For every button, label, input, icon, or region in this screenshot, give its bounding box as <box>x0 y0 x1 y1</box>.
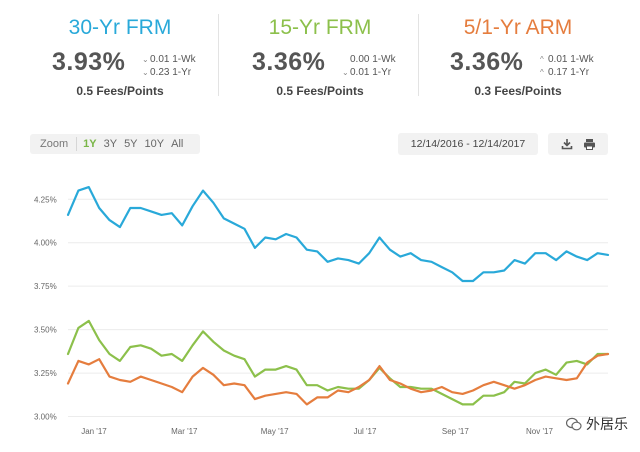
grid <box>68 198 608 418</box>
change-1yr: 0.23 1-Yr <box>150 67 192 78</box>
up-arrow-icon: ^ <box>540 68 544 77</box>
down-arrow-icon: ⌄ <box>142 68 149 77</box>
print-icon[interactable] <box>582 137 596 151</box>
card-fees: 0.5 Fees/Points <box>76 84 164 98</box>
series-line-2 <box>66 319 610 406</box>
card-title: 15-Yr FRM <box>268 16 372 39</box>
card-changes: ^ 0.01 1-Wk ^ 0.17 1-Yr <box>540 53 594 79</box>
rate-summary: 30-Yr FRM 3.93% ⌄0.01 1-Wk ⌄0.23 1-Yr 0.… <box>0 0 640 112</box>
divider <box>418 14 419 96</box>
card-rate: 3.93% <box>52 48 126 76</box>
x-tick-label: Mar '17 <box>171 427 198 436</box>
down-arrow-icon: ⌄ <box>342 68 349 77</box>
y-tick-label: 3.25% <box>34 369 57 378</box>
card-rate: 3.36% <box>252 48 326 76</box>
change-1wk: 0.00 1-Wk <box>350 54 396 65</box>
rate-history-chart: 3.00% 3.25% 3.50% 3.75% 4.00% 4.25% Jan '17 Ma… <box>34 186 610 436</box>
zoom-all-button[interactable]: All <box>171 138 184 150</box>
change-1yr: 0.01 1-Yr <box>350 67 392 78</box>
change-1wk: 0.01 1-Wk <box>150 54 196 65</box>
card-fees: 0.5 Fees/Points <box>276 84 364 98</box>
x-tick-label: Jul '17 <box>354 427 377 436</box>
rate-card-arm: 5/1-Yr ARM 3.36% ^ 0.01 1-Wk ^ 0.17 1-Yr 0… <box>420 0 616 112</box>
card-changes: 0.00 1-Wk ⌄0.01 1-Yr <box>342 53 396 79</box>
zoom-label: Zoom <box>40 138 69 150</box>
y-tick-label: 4.25% <box>34 195 57 204</box>
up-arrow-icon: ^ <box>540 55 544 64</box>
divider <box>218 14 219 96</box>
series-line-1 <box>66 186 610 283</box>
y-tick-label: 3.75% <box>34 282 57 291</box>
wechat-icon <box>566 417 582 431</box>
series <box>66 186 610 406</box>
y-tick-label: 3.50% <box>34 326 57 335</box>
y-axis: 3.00% 3.25% 3.50% 3.75% 4.00% 4.25% <box>34 195 57 421</box>
card-title: 5/1-Yr ARM <box>463 16 573 39</box>
watermark: 外居乐 <box>566 414 628 434</box>
zoom-1y-button[interactable]: 1Y <box>83 138 97 150</box>
card-fees: 0.3 Fees/Points <box>474 84 562 98</box>
zoom-separator <box>76 137 78 151</box>
x-tick-label: Sep '17 <box>442 427 469 436</box>
card-rate: 3.36% <box>450 48 524 76</box>
card-changes: ⌄0.01 1-Wk ⌄0.23 1-Yr <box>142 53 196 79</box>
down-arrow-icon: ⌄ <box>142 55 149 64</box>
rate-card-30yr: 30-Yr FRM 3.93% ⌄0.01 1-Wk ⌄0.23 1-Yr 0.… <box>22 0 218 112</box>
x-axis: Jan '17 Mar '17 May '17 Jul '17 Sep '17 Nov '… <box>81 427 553 436</box>
y-tick-label: 4.00% <box>34 239 57 248</box>
x-tick-label: May '17 <box>261 427 289 436</box>
download-icon[interactable] <box>560 137 574 151</box>
x-tick-label: Jan '17 <box>81 427 107 436</box>
date-range-picker[interactable]: 12/14/2016 - 12/14/2017 <box>398 133 538 155</box>
chart-tools <box>548 133 608 155</box>
card-title: 30-Yr FRM <box>68 16 172 39</box>
change-1wk: 0.01 1-Wk <box>548 54 594 65</box>
change-1yr: 0.17 1-Yr <box>548 67 590 78</box>
rate-card-15yr: 15-Yr FRM 3.36% 0.00 1-Wk ⌄0.01 1-Yr 0.5… <box>222 0 418 112</box>
series-line-3 <box>66 352 610 406</box>
watermark-text: 外居乐 <box>586 416 628 432</box>
zoom-3y-button[interactable]: 3Y <box>103 138 118 150</box>
zoom-10y-button[interactable]: 10Y <box>144 138 165 150</box>
zoom-bar: Zoom 1Y 3Y 5Y 10Y All <box>30 134 201 154</box>
y-tick-label: 3.00% <box>34 413 57 422</box>
x-tick-label: Nov '17 <box>526 427 553 436</box>
zoom-5y-button[interactable]: 5Y <box>124 138 138 150</box>
